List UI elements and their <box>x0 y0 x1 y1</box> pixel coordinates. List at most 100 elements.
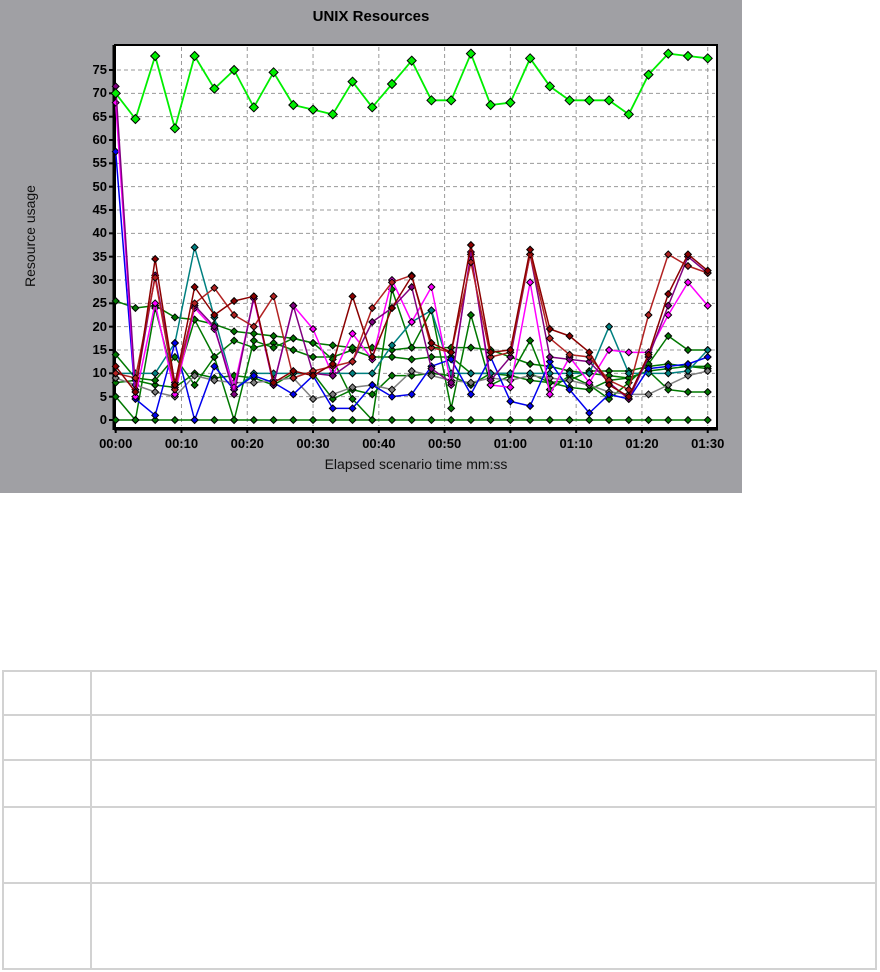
series-green-fluct-marker <box>269 343 278 352</box>
series-maroon-marker <box>565 331 574 341</box>
series-teal-marker <box>664 369 673 378</box>
series-blue-marker <box>111 147 120 156</box>
y-tick-label: 0 <box>99 412 107 427</box>
series-green-decline-marker <box>229 327 239 336</box>
series-maroon-marker <box>170 380 180 390</box>
series-firebrick-marker <box>368 303 377 313</box>
series-purple-marker <box>328 371 337 380</box>
series-magenta-marker <box>407 317 416 327</box>
x-tick-label: 01:20 <box>625 436 659 451</box>
series-maroon-marker <box>585 348 594 357</box>
series-firebrick-marker <box>565 350 574 359</box>
series-green-mid-marker <box>526 376 535 385</box>
series-purple-marker <box>427 364 436 373</box>
y-tick-label: 25 <box>92 295 107 311</box>
series-gray-marker <box>644 390 653 399</box>
y-tick-label: 50 <box>92 178 107 194</box>
series-green-zero-marker <box>387 415 397 425</box>
series-blue-marker <box>664 362 673 371</box>
series-green-zero-marker <box>683 415 693 425</box>
series-maroon-marker <box>368 352 377 362</box>
legend-color-cell <box>2 759 92 808</box>
series-teal-marker <box>526 369 535 378</box>
series-green-zero-marker <box>604 415 614 425</box>
legend-text-cell <box>90 882 877 970</box>
series-gray-marker <box>466 378 476 387</box>
series-green-zero-marker <box>545 415 554 425</box>
series-green-low-marker <box>328 394 337 404</box>
series-lime-marker <box>564 95 575 106</box>
series-purple-marker <box>506 352 515 362</box>
legend-table-row <box>2 714 877 761</box>
legend-text-cell <box>90 759 877 808</box>
series-blue-marker <box>249 371 258 380</box>
series-green-low-marker <box>387 371 397 380</box>
series-green-low-marker <box>407 371 416 380</box>
series-green-fluct-marker <box>131 415 140 425</box>
series-lime-marker <box>189 50 200 62</box>
series-maroon-marker <box>486 348 495 357</box>
series-green-zero-marker <box>703 415 712 425</box>
series-blue-marker <box>585 408 594 418</box>
series-green-zero-marker <box>111 415 120 425</box>
series-purple-marker <box>229 390 239 399</box>
series-blue-marker <box>151 411 160 420</box>
series-lime-marker <box>406 55 417 66</box>
series-firebrick-marker <box>190 299 199 308</box>
series-maroon-marker <box>111 362 120 371</box>
series-teal-marker <box>348 369 357 378</box>
series-blue-marker <box>447 355 456 364</box>
series-gray-marker <box>111 373 120 383</box>
series-teal-marker <box>545 369 554 378</box>
series-green-fluct-marker <box>604 394 614 404</box>
series-purple-marker <box>486 376 495 385</box>
series-blue-marker <box>387 392 397 401</box>
legend-table-row <box>2 759 877 808</box>
series-maroon-marker <box>604 380 614 390</box>
series-green-mid-marker <box>151 376 160 385</box>
series-gray-marker <box>545 373 554 383</box>
series-blue-marker <box>407 390 416 399</box>
series-maroon-marker <box>289 366 298 376</box>
x-tick-label: 01:30 <box>691 436 725 451</box>
series-green-mid-marker <box>407 355 416 364</box>
series-green-decline-marker <box>328 341 337 350</box>
series-blue-marker <box>368 380 377 390</box>
series-green-mid-marker <box>111 350 120 359</box>
series-maroon-marker <box>190 282 199 292</box>
series-lime-marker <box>505 97 516 108</box>
series-lime-marker <box>544 81 556 92</box>
series-maroon-marker <box>387 303 397 313</box>
series-blue-marker <box>526 401 535 411</box>
series-magenta-marker <box>526 278 535 287</box>
series-green-zero-marker <box>210 415 219 425</box>
y-tick-label: 10 <box>92 365 107 381</box>
series-green-mid-marker <box>427 352 436 362</box>
series-green-low-marker <box>585 385 594 394</box>
series-blue-marker <box>683 359 693 369</box>
x-tick-label: 00:30 <box>296 436 330 451</box>
series-teal-marker <box>190 243 199 252</box>
series-lime-marker <box>169 123 181 134</box>
series-green-low-marker <box>111 378 120 387</box>
series-blue-marker <box>545 357 554 366</box>
series-green-zero-marker <box>249 415 258 425</box>
series-green-mid-marker <box>387 352 397 362</box>
series-gray-marker <box>407 366 416 376</box>
y-tick-label: 75 <box>92 61 107 77</box>
series-firebrick-marker <box>545 334 554 343</box>
series-purple-marker <box>368 317 377 327</box>
series-green-low-marker <box>703 387 712 397</box>
series-purple-marker <box>289 301 298 310</box>
series-firebrick-marker <box>269 292 278 301</box>
series-gray-marker <box>328 390 337 399</box>
series-green-zero-marker <box>447 415 456 425</box>
series-gray-marker <box>190 371 199 380</box>
series-green-mid-marker <box>308 352 318 362</box>
series-green-zero-marker <box>664 415 673 425</box>
x-tick-label: 00:50 <box>427 436 462 451</box>
series-green-zero-marker <box>506 415 515 425</box>
series-teal-marker <box>466 369 476 378</box>
series-maroon-marker <box>151 254 160 264</box>
series-magenta-marker <box>624 348 633 357</box>
